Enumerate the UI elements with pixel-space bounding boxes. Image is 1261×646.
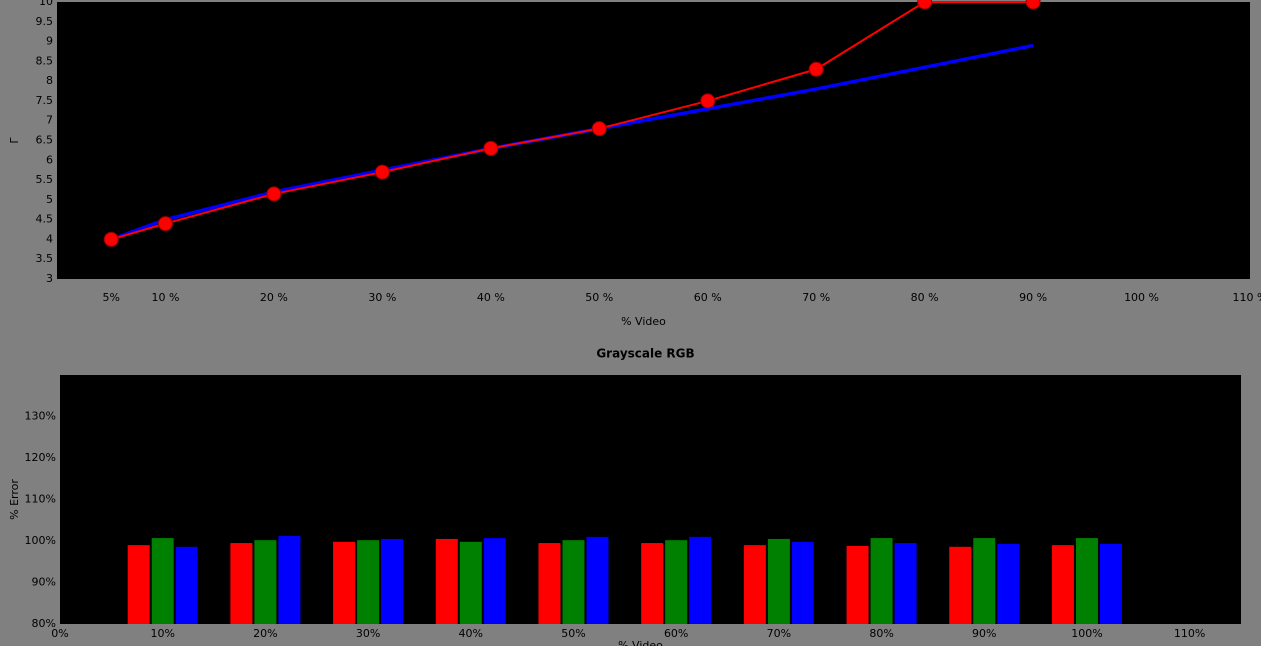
y-axis-label: % Error bbox=[8, 479, 21, 520]
point bbox=[374, 164, 390, 180]
bar bbox=[641, 543, 664, 624]
bar bbox=[743, 545, 766, 624]
y-tick-label: 100% bbox=[25, 534, 56, 547]
x-tick-label: 0% bbox=[51, 627, 68, 640]
bar bbox=[949, 546, 972, 624]
bar bbox=[562, 540, 585, 624]
bar bbox=[1075, 538, 1098, 624]
y-tick-label: 80% bbox=[32, 617, 56, 630]
y-tick-label: 110% bbox=[25, 493, 56, 506]
y-tick-label: 90% bbox=[32, 576, 56, 589]
bar bbox=[689, 536, 712, 624]
bar bbox=[278, 536, 301, 624]
x-tick-label: 110 % bbox=[1233, 291, 1261, 304]
bar bbox=[381, 538, 404, 624]
y-tick-label: 10 bbox=[39, 0, 53, 8]
x-tick-label: 40% bbox=[459, 627, 483, 640]
plot-area bbox=[57, 2, 1250, 279]
point bbox=[700, 93, 716, 109]
x-tick-label: 30% bbox=[356, 627, 380, 640]
y-tick-label: 6 bbox=[46, 153, 53, 166]
point bbox=[266, 186, 282, 202]
y-tick-label: 6.5 bbox=[36, 134, 54, 147]
bar bbox=[973, 538, 996, 624]
bar bbox=[538, 543, 561, 624]
y-tick-label: 130% bbox=[25, 410, 56, 423]
y-tick-label: 7 bbox=[46, 114, 53, 127]
bar bbox=[665, 540, 688, 624]
x-tick-label: 80% bbox=[869, 627, 893, 640]
bar bbox=[333, 541, 356, 624]
bar bbox=[1051, 545, 1074, 624]
y-tick-label: 7.5 bbox=[36, 94, 54, 107]
y-tick-label: 3.5 bbox=[36, 252, 54, 265]
x-tick-label: 5% bbox=[103, 291, 120, 304]
point bbox=[1025, 0, 1041, 10]
x-axis-label: % Video bbox=[618, 639, 663, 646]
x-tick-label: 40 % bbox=[477, 291, 505, 304]
y-tick-label: 9 bbox=[46, 35, 53, 48]
y-tick-label: 9.5 bbox=[36, 15, 54, 28]
bar bbox=[483, 538, 506, 624]
bar bbox=[997, 543, 1020, 624]
y-tick-label: 5.5 bbox=[36, 173, 54, 186]
y-tick-label: 3 bbox=[46, 272, 53, 285]
bar bbox=[586, 536, 609, 624]
bar bbox=[767, 538, 790, 624]
bar bbox=[1099, 543, 1122, 624]
bar bbox=[175, 546, 198, 624]
y-tick-label: 8 bbox=[46, 74, 53, 87]
x-tick-label: 50% bbox=[561, 627, 585, 640]
y-tick-label: 4 bbox=[46, 232, 53, 245]
bar bbox=[151, 538, 174, 624]
y-axis-label: Γ bbox=[8, 137, 21, 144]
bar bbox=[254, 540, 277, 624]
y-tick-label: 8.5 bbox=[36, 54, 54, 67]
bar bbox=[870, 538, 893, 624]
bar bbox=[435, 538, 458, 624]
x-tick-label: 110% bbox=[1174, 627, 1205, 640]
x-tick-label: 90% bbox=[972, 627, 996, 640]
bar bbox=[230, 543, 253, 624]
x-tick-label: 100 % bbox=[1124, 291, 1159, 304]
x-tick-label: 60 % bbox=[694, 291, 722, 304]
x-tick-label: 80 % bbox=[911, 291, 939, 304]
x-tick-label: 50 % bbox=[585, 291, 613, 304]
y-tick-label: 5 bbox=[46, 193, 53, 206]
bar bbox=[894, 543, 917, 624]
x-tick-label: 10% bbox=[150, 627, 174, 640]
x-tick-label: 70% bbox=[767, 627, 791, 640]
point bbox=[157, 216, 173, 232]
x-tick-label: 70 % bbox=[802, 291, 830, 304]
x-tick-label: 20 % bbox=[260, 291, 288, 304]
x-tick-label: 30 % bbox=[368, 291, 396, 304]
y-tick-label: 4.5 bbox=[36, 213, 54, 226]
y-tick-label: 120% bbox=[25, 451, 56, 464]
x-tick-label: 100% bbox=[1071, 627, 1102, 640]
bar bbox=[127, 545, 150, 624]
bar bbox=[459, 541, 482, 624]
point bbox=[591, 121, 607, 137]
chart-title: Grayscale RGB bbox=[596, 347, 694, 361]
point bbox=[103, 231, 119, 247]
x-tick-label: 90 % bbox=[1019, 291, 1047, 304]
point bbox=[808, 61, 824, 77]
bar bbox=[791, 541, 814, 624]
bar bbox=[357, 540, 380, 624]
line bbox=[110, 1, 1034, 241]
point bbox=[483, 140, 499, 156]
x-tick-label: 10 % bbox=[151, 291, 179, 304]
x-tick-label: 20% bbox=[253, 627, 277, 640]
x-tick-label: 60% bbox=[664, 627, 688, 640]
x-axis-label: % Video bbox=[621, 315, 666, 328]
bar bbox=[846, 545, 869, 624]
point bbox=[917, 0, 933, 10]
